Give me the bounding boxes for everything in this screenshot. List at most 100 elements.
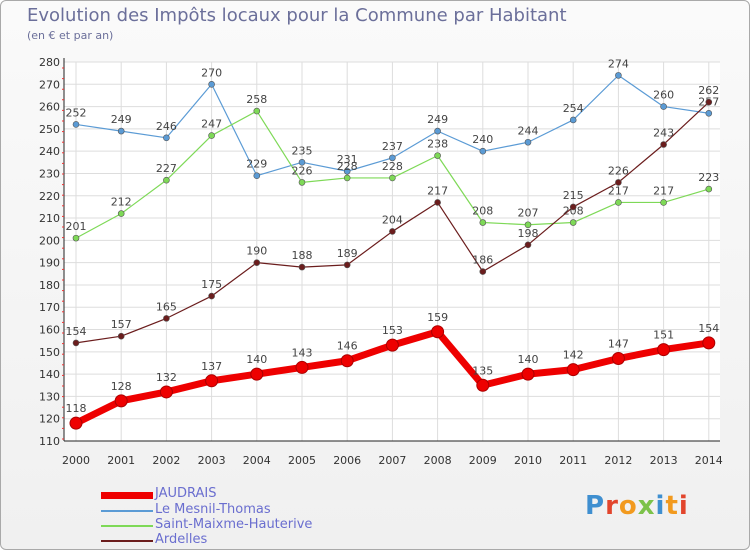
data-label: 154 (698, 322, 719, 335)
data-label: 231 (337, 153, 358, 166)
y-tick-label: 150 (39, 346, 60, 359)
data-label: 237 (382, 140, 403, 153)
data-point (69, 416, 83, 430)
data-point (298, 159, 306, 166)
data-point (569, 116, 577, 124)
data-label: 198 (518, 227, 539, 240)
data-label: 147 (608, 338, 629, 351)
data-label: 118 (66, 402, 87, 415)
x-tick-label: 2007 (378, 454, 406, 467)
data-label: 240 (472, 133, 493, 146)
data-point (479, 147, 487, 155)
data-point (117, 332, 125, 340)
x-tick-label: 2001 (107, 454, 135, 467)
data-point (434, 199, 441, 206)
data-point (657, 343, 671, 357)
data-label: 226 (292, 164, 313, 177)
data-point (615, 179, 622, 186)
data-label: 252 (66, 106, 87, 119)
y-tick-label: 280 (39, 56, 60, 69)
data-label: 186 (472, 254, 493, 267)
data-label: 247 (201, 118, 222, 131)
x-tick-label: 2006 (333, 454, 361, 467)
data-point (298, 263, 306, 271)
x-tick-label: 2013 (650, 454, 678, 467)
data-point (611, 352, 625, 366)
data-point (479, 268, 487, 275)
data-point (114, 394, 128, 408)
data-label: 189 (337, 247, 358, 260)
data-point (163, 315, 170, 322)
data-label: 215 (563, 189, 584, 202)
y-tick-label: 180 (39, 279, 60, 292)
data-label: 190 (246, 245, 267, 258)
data-point (205, 374, 219, 388)
data-label: 228 (337, 160, 358, 173)
legend-label: Ardelles (155, 532, 208, 547)
data-point (340, 354, 354, 368)
y-tick-label: 170 (39, 301, 60, 314)
data-label: 201 (66, 220, 87, 233)
data-point (660, 103, 667, 110)
data-label: 262 (698, 84, 719, 97)
legend-swatch (101, 492, 153, 499)
data-label: 143 (292, 346, 313, 359)
data-label: 246 (156, 120, 177, 133)
data-label: 207 (518, 207, 539, 220)
data-label: 208 (472, 205, 493, 218)
x-tick-label: 2002 (152, 454, 180, 467)
x-tick-label: 2008 (424, 454, 452, 467)
x-tick-label: 2000 (62, 454, 90, 467)
data-point (295, 360, 309, 374)
data-label: 165 (156, 300, 177, 313)
x-tick-label: 2012 (604, 454, 632, 467)
data-label: 258 (246, 93, 267, 106)
y-tick-label: 160 (39, 324, 60, 337)
data-point (660, 199, 667, 206)
data-point (569, 219, 577, 226)
data-label: 270 (201, 66, 222, 79)
y-tick-label: 270 (39, 78, 60, 91)
data-label: 238 (427, 138, 448, 151)
data-point (479, 219, 487, 226)
legend-label: JAUDRAIS (155, 486, 217, 501)
proxiti-logo: Proxiti (585, 491, 689, 521)
data-point (569, 203, 577, 211)
chart-title: Evolution des Impôts locaux pour la Comm… (27, 5, 567, 26)
data-label: 212 (111, 196, 132, 209)
y-tick-label: 250 (39, 123, 60, 136)
data-point (208, 132, 215, 139)
data-label: 188 (292, 249, 313, 262)
y-tick-label: 120 (39, 413, 60, 426)
data-point (524, 221, 532, 229)
data-point (343, 174, 351, 182)
data-label: 153 (382, 324, 403, 337)
data-point (705, 185, 713, 193)
x-tick-label: 2010 (514, 454, 542, 467)
data-point (72, 234, 80, 242)
data-point (705, 109, 713, 117)
data-point (389, 174, 396, 182)
data-point (208, 292, 215, 300)
data-label: 226 (608, 164, 629, 177)
data-point (521, 367, 535, 381)
chart-subtitle: (en € et par an) (27, 29, 114, 42)
x-tick-label: 2011 (559, 454, 587, 467)
data-label: 208 (563, 205, 584, 218)
data-label: 128 (111, 380, 132, 393)
y-tick-label: 220 (39, 190, 60, 203)
data-point (566, 363, 580, 377)
x-tick-label: 2014 (695, 454, 723, 467)
y-tick-label: 210 (39, 212, 60, 225)
data-label: 137 (201, 360, 222, 373)
legend-label: Saint-Maixme-Hauterive (155, 517, 313, 532)
data-point (163, 176, 170, 184)
data-point (159, 385, 173, 399)
y-tick-label: 130 (39, 390, 60, 403)
legend-swatch (101, 525, 153, 527)
y-tick-label: 110 (39, 435, 60, 448)
data-point (72, 121, 80, 128)
data-label: 159 (427, 311, 448, 324)
